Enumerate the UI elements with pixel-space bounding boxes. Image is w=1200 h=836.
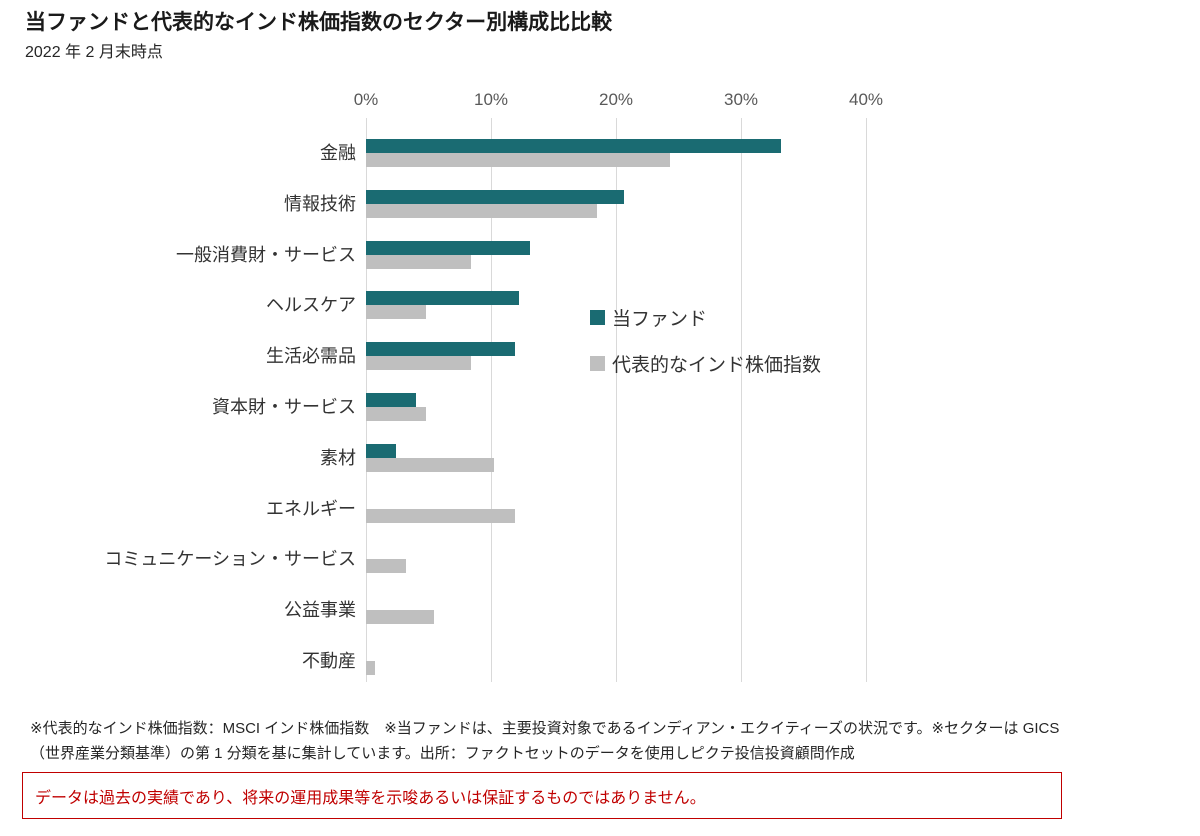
bar-index-3 (366, 254, 471, 269)
category-label: 金融 (320, 143, 356, 163)
x-axis-tick-label: 40% (848, 90, 884, 109)
page-title: 当ファンドと代表的なインド株価指数のセクター別構成比比較 (25, 11, 613, 34)
bar-fund-7 (366, 443, 396, 458)
bar-index-1 (366, 153, 670, 167)
category-label: 資本財・サービス (212, 397, 356, 417)
category-label: 不動産 (302, 651, 356, 671)
category-label: 情報技術 (284, 193, 356, 214)
bar-index-8 (366, 508, 515, 523)
bar-index-7 (366, 457, 494, 472)
category-label: エネルギー (266, 498, 356, 519)
category-label: 生活必需品 (266, 346, 356, 367)
gridline-20% (616, 118, 617, 682)
legend-item-index: 代表的なインド株価指数 (590, 350, 821, 377)
x-axis-tick-label: 10% (473, 90, 509, 109)
bar-index-4 (366, 305, 426, 320)
bar-index-2 (366, 203, 598, 218)
chart-legend: 当ファンド代表的なインド株価指数 (590, 304, 821, 396)
legend-label: 当ファンド (612, 309, 708, 330)
gridline-10% (491, 118, 492, 682)
disclaimer-text: データは過去の実績であり、将来の運用成果等を示唆あるいは保証するものではありませ… (35, 789, 706, 807)
bar-fund-5 (366, 342, 515, 357)
bar-fund-2 (366, 189, 624, 204)
category-label: コミュニケーション・サービス (104, 549, 356, 570)
x-axis-tick-label: 0% (353, 90, 379, 109)
legend-item-fund: 当ファンド (590, 304, 821, 331)
bar-fund-6 (366, 393, 416, 407)
x-axis-tick-label: 20% (598, 90, 634, 109)
bar-index-9 (366, 559, 406, 574)
disclaimer-box: データは過去の実績であり、将来の運用成果等を示唆あるいは保証するものではありませ… (22, 772, 1062, 819)
x-axis-tick-label: 30% (723, 90, 759, 109)
bar-index-11 (366, 661, 375, 675)
legend-swatch-icon (590, 356, 605, 371)
category-label: 素材 (320, 447, 356, 468)
bar-index-6 (366, 407, 426, 421)
bar-index-5 (366, 356, 471, 371)
footnote: ※代表的なインド株価指数：MSCI インド株価指数 ※当ファンドは、主要投資対象… (30, 716, 1180, 766)
footnote-line-2: （世界産業分類基準）の第 1 分類を基に集計しています。出所：ファクトセットのデ… (30, 745, 855, 762)
category-label: ヘルスケア (266, 295, 356, 316)
bar-fund-3 (366, 240, 530, 255)
bar-index-10 (366, 610, 434, 625)
gridline-40% (866, 118, 867, 682)
bar-fund-1 (366, 139, 781, 153)
footnote-line-1: ※代表的なインド株価指数：MSCI インド株価指数 ※当ファンドは、主要投資対象… (30, 720, 1060, 737)
chart-subtitle-date: 2022 年 2 月末時点 (25, 44, 163, 61)
category-label: 公益事業 (284, 600, 356, 621)
legend-swatch-icon (590, 310, 605, 325)
category-label: 一般消費財・サービス (176, 244, 356, 265)
gridline-30% (741, 118, 742, 682)
plot-area: 0% 10% 20% 30% 40% (354, 90, 883, 682)
legend-label: 代表的なインド株価指数 (612, 355, 822, 376)
bar-fund-4 (366, 291, 519, 306)
